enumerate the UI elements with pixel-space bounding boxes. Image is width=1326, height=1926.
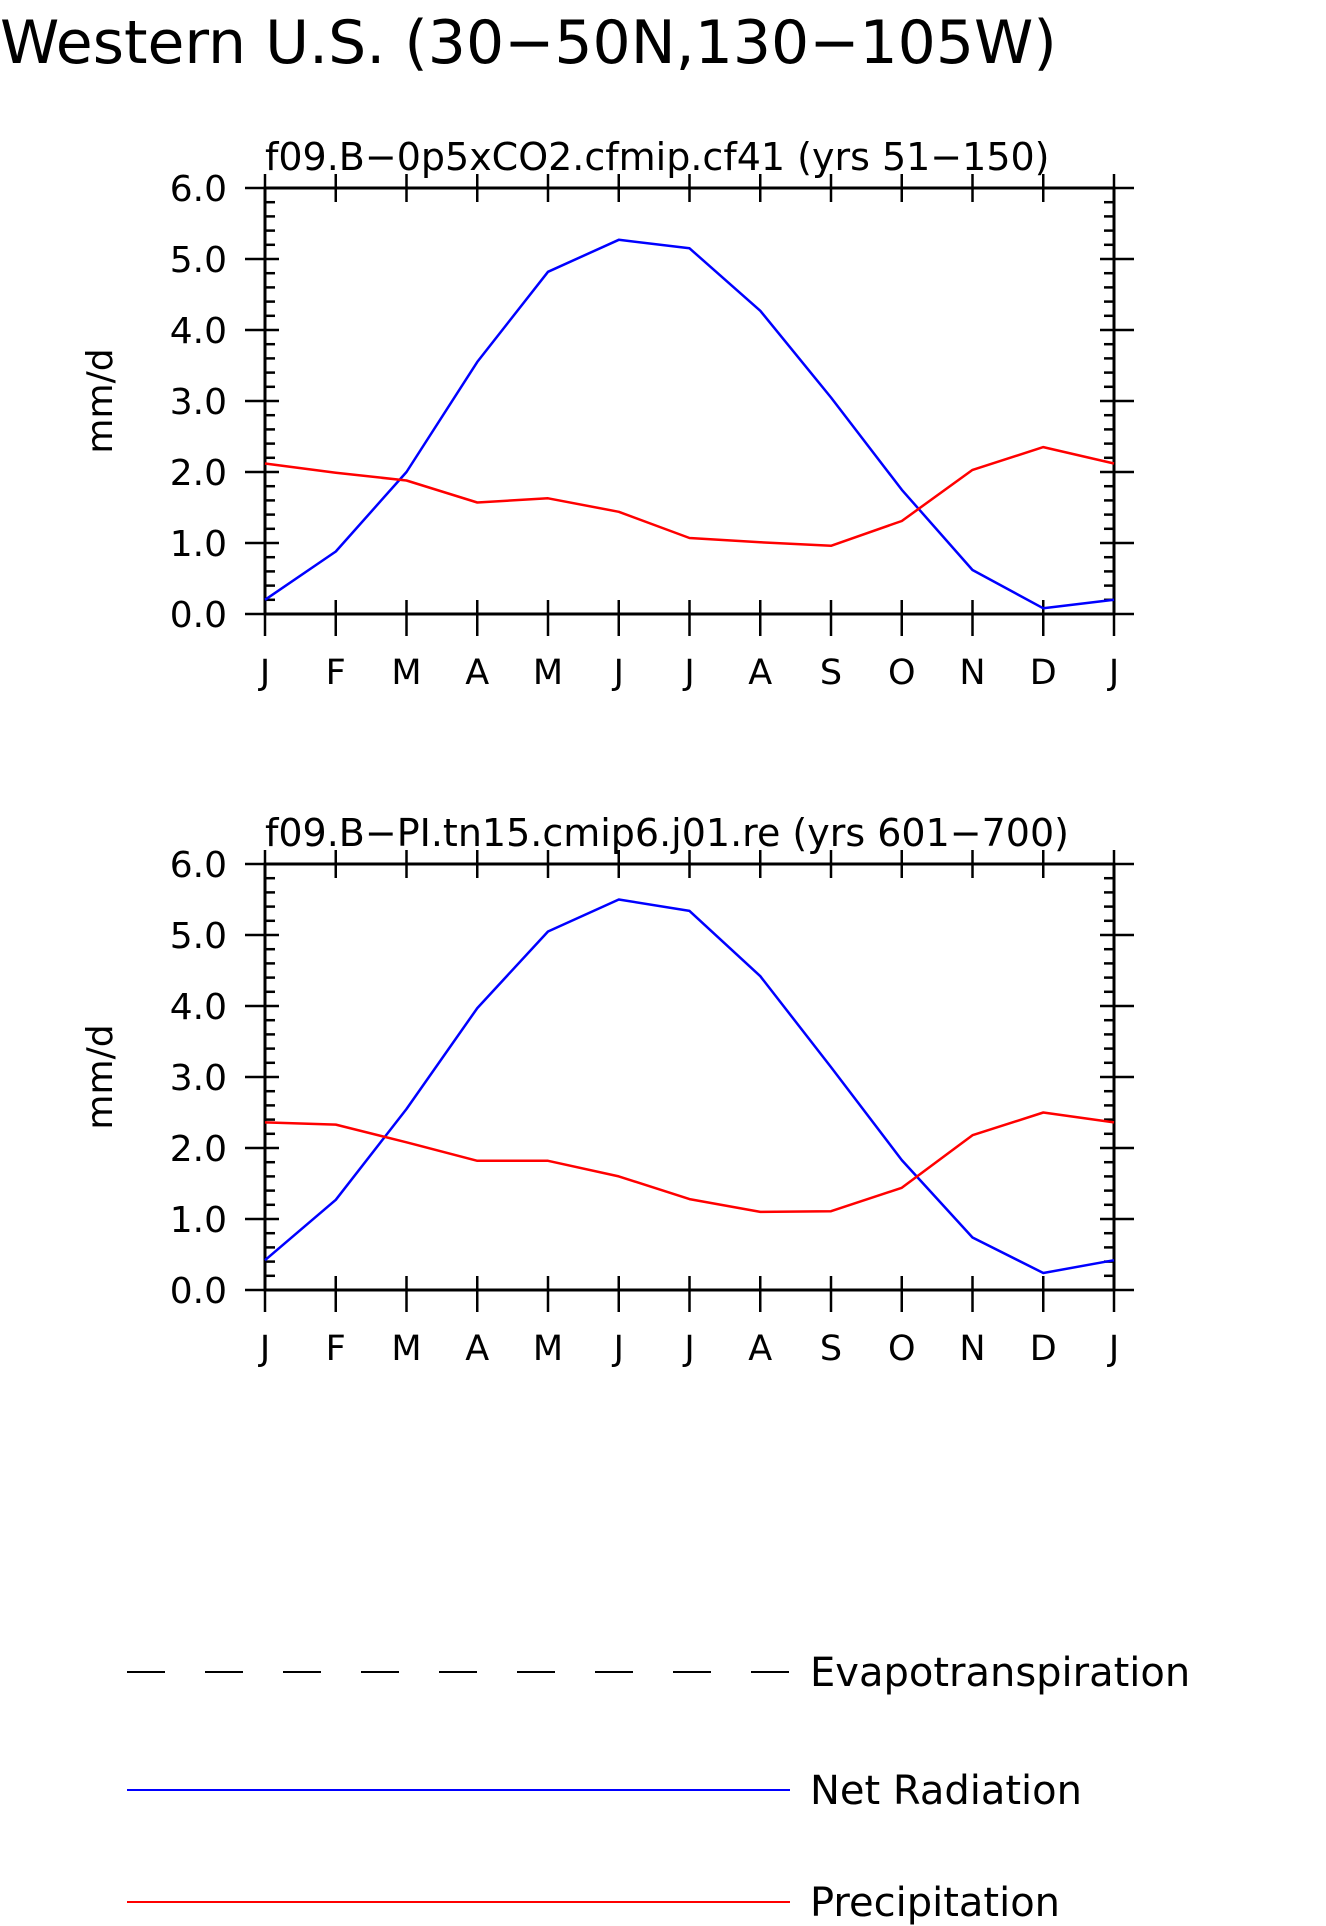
x-tick-label: J [258,653,270,693]
x-tick-label: J [612,1329,624,1369]
x-tick-label: J [1107,653,1119,693]
x-tick-label: D [1030,653,1057,693]
net-radiation-line [264,898,1115,1275]
y-tick-label: 1.0 [170,524,227,565]
x-tick-label: A [748,653,772,693]
lower-chart-panel: f09.B−PI.tn15.cmip6.j01.re (yrs 601−700)… [80,811,1134,1369]
panel-title: f09.B−PI.tn15.cmip6.j01.re (yrs 601−700) [265,811,1069,855]
y-ticks [245,186,1134,616]
y-ticks [245,862,1134,1292]
y-tick-label: 2.0 [170,1129,227,1170]
y-tick-label: 5.0 [170,916,227,957]
x-tick-label: J [682,1329,694,1369]
x-tick-label: A [748,1329,772,1369]
x-tick-label: J [1107,1329,1119,1369]
plot-frame [263,186,1116,616]
y-tick-label: 4.0 [170,311,227,352]
y-tick-label: 4.0 [170,987,227,1028]
x-tick-label: M [391,1329,421,1369]
net-radiation-line [264,238,1115,610]
y-tick-label: 0.0 [170,595,227,636]
x-tick-label: M [391,653,421,693]
panel-title: f09.B−0p5xCO2.cfmip.cf41 (yrs 51−150) [265,135,1050,179]
x-tick-label: M [533,1329,563,1369]
x-tick-label: S [820,1329,842,1369]
y-axis-label: mm/d [80,348,121,453]
x-tick-label: J [612,653,624,693]
x-tick-label: O [888,653,916,693]
legend-label: Evapotranspiration [810,1650,1190,1696]
y-tick-label: 5.0 [170,240,227,281]
y-tick-label: 3.0 [170,1058,227,1099]
x-tick-label: M [533,653,563,693]
x-tick-label: N [959,653,985,693]
x-tick-label: A [465,1329,489,1369]
x-tick-label: F [326,653,346,693]
precipitation-line [264,1111,1115,1214]
y-tick-label: 6.0 [170,845,227,886]
y-tick-label: 6.0 [170,169,227,210]
plot-frame [263,862,1116,1292]
y-tick-label: 3.0 [170,382,227,423]
y-axis-label: mm/d [80,1024,121,1129]
x-tick-label: D [1030,1329,1057,1369]
x-tick-label: F [326,1329,346,1369]
legend-label: Net Radiation [810,1768,1082,1814]
precipitation-line [264,445,1115,548]
y-tick-label: 0.0 [170,1271,227,1312]
x-tick-label: J [682,653,694,693]
x-tick-label: O [888,1329,916,1369]
legend-label: Precipitation [810,1880,1060,1926]
x-tick-label: N [959,1329,985,1369]
x-tick-label: A [465,653,489,693]
figure-title: Western U.S. (30−50N,130−105W) [0,8,1057,78]
y-tick-label: 2.0 [170,453,227,494]
x-tick-label: S [820,653,842,693]
y-tick-label: 1.0 [170,1200,227,1241]
upper-chart-panel: f09.B−0p5xCO2.cfmip.cf41 (yrs 51−150) mm/… [80,135,1134,693]
x-tick-label: J [258,1329,270,1369]
legend: Evapotranspiration Net Radiation Precipita… [127,1650,1190,1926]
